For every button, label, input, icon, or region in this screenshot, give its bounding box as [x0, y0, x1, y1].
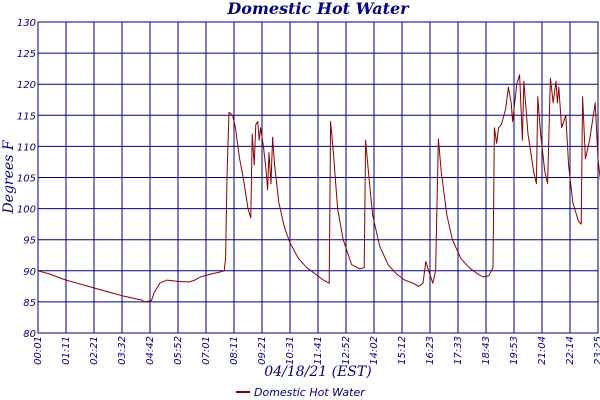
series-layer: [37, 74, 600, 303]
plot-frame: [37, 21, 599, 334]
y-tick-label: 125: [17, 49, 36, 60]
x-tick-label: 10:31: [285, 336, 296, 365]
legend-label: Domestic Hot Water: [254, 386, 366, 399]
y-axis-ticks: 80 85 90 95 100 105 110 115 120 125 130: [17, 18, 36, 340]
x-tick-label: 15:12: [397, 336, 408, 365]
y-tick-label: 80: [23, 329, 36, 340]
y-tick-label: 85: [23, 298, 36, 309]
x-tick-label: 18:43: [481, 336, 492, 365]
y-axis-label: Degrees F: [1, 139, 17, 214]
x-tick-label: 04:42: [145, 336, 156, 365]
grid-layer: [37, 21, 599, 334]
x-tick-label: 09:21: [257, 336, 268, 365]
x-tick-label: 02:21: [89, 336, 100, 365]
x-tick-label: 12:52: [341, 336, 352, 365]
chart-title: Domestic Hot Water: [226, 0, 410, 18]
y-tick-label: 105: [17, 174, 36, 185]
x-tick-label: 16:23: [425, 336, 436, 365]
x-axis-label: 04/18/21 (EST): [264, 364, 371, 380]
x-tick-label: 03:32: [117, 336, 128, 365]
y-tick-label: 110: [17, 142, 36, 153]
x-tick-label: 00:01: [33, 336, 44, 365]
x-tick-label: 05:52: [173, 336, 184, 365]
legend: Domestic Hot Water: [236, 386, 366, 399]
y-tick-label: 130: [17, 18, 36, 29]
y-tick-label: 120: [17, 80, 36, 91]
x-tick-label: 08:11: [229, 336, 240, 365]
x-tick-label: 23:25: [593, 336, 600, 365]
y-tick-label: 100: [17, 205, 36, 216]
y-tick-label: 95: [23, 236, 36, 247]
x-tick-label: 22:14: [565, 336, 576, 365]
x-axis-ticks: 00:01 01:11 02:21 03:32 04:42 05:52 07:01 08:11…: [33, 336, 600, 365]
series-line-domestic-hot-water: [37, 74, 600, 303]
x-tick-label: 01:11: [61, 336, 72, 365]
x-tick-label: 19:53: [509, 336, 520, 365]
x-tick-label: 14:02: [369, 336, 380, 365]
x-tick-label: 11:41: [313, 336, 324, 365]
x-tick-label: 17:33: [453, 336, 464, 365]
y-tick-label: 115: [17, 111, 36, 122]
x-tick-label: 21:04: [537, 336, 548, 365]
x-tick-label: 07:01: [201, 336, 212, 365]
y-tick-label: 90: [23, 267, 36, 278]
